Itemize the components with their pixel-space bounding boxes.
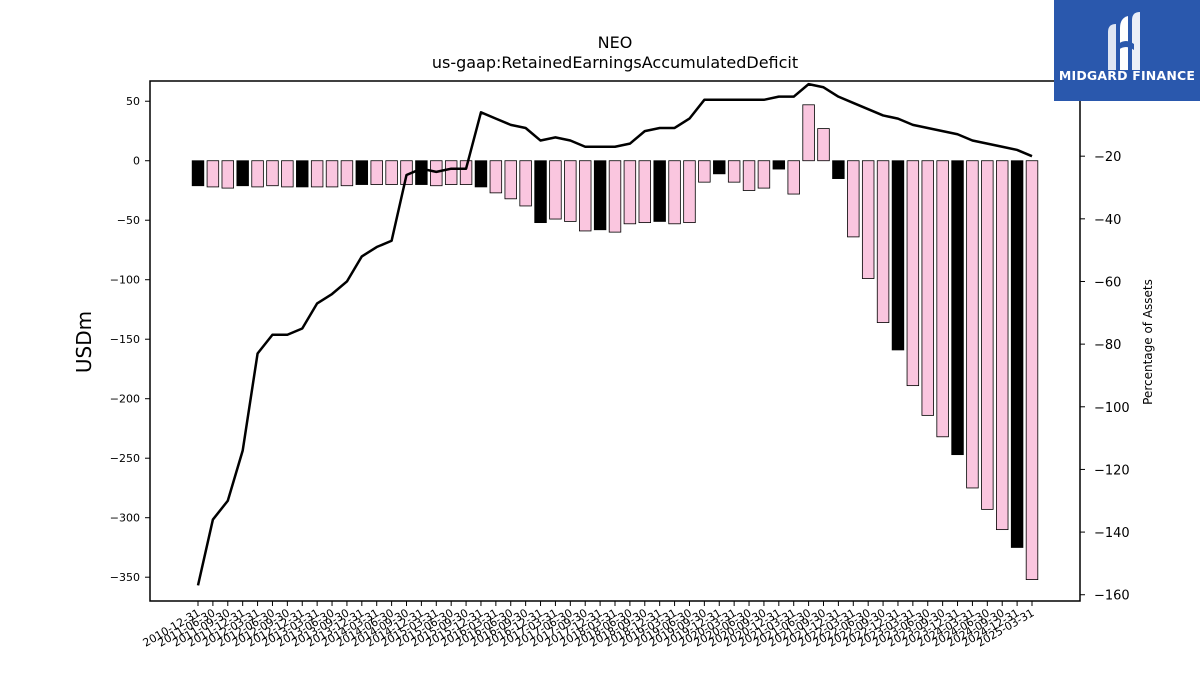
bar xyxy=(817,128,830,162)
bar xyxy=(966,160,979,489)
bar xyxy=(221,160,234,189)
x-axis: 2010-12-312011-06-302011-09-302011-12-31… xyxy=(141,601,1037,650)
bar xyxy=(459,160,473,185)
bar xyxy=(638,160,651,224)
y2-tick-label: −100 xyxy=(1094,401,1130,416)
y-tick-label: −350 xyxy=(110,571,140,584)
bar xyxy=(191,160,205,187)
bar xyxy=(549,160,562,220)
bar-series xyxy=(191,104,1039,580)
y2-tick-label: −160 xyxy=(1094,589,1130,604)
bar xyxy=(355,160,369,185)
plot-frame xyxy=(149,80,1081,602)
bar xyxy=(325,160,339,188)
y2-tick-label: −40 xyxy=(1094,213,1121,228)
bar xyxy=(489,160,503,194)
y-axis-label: USDm xyxy=(72,311,96,373)
bar xyxy=(415,160,428,185)
bar xyxy=(370,160,383,185)
bar xyxy=(251,160,264,188)
y-tick-label: 50 xyxy=(126,95,140,108)
bar xyxy=(504,160,517,200)
chart-subtitle: us-gaap:RetainedEarningsAccumulatedDefic… xyxy=(432,53,798,72)
midgard-logo-icon xyxy=(1108,12,1140,70)
bar xyxy=(623,160,637,225)
y2-axis: 0−20−40−60−80−100−120−140−160 xyxy=(1080,88,1130,604)
bar xyxy=(281,160,294,188)
y-tick-label: −100 xyxy=(110,274,140,287)
bar xyxy=(564,160,577,222)
y2-tick-label: −20 xyxy=(1094,150,1121,165)
chart-title: NEO xyxy=(598,33,633,52)
y-axis: 50 0 −50 −100 −150 −200 −250 −300 −350 xyxy=(110,95,150,584)
bar xyxy=(310,160,324,188)
bar xyxy=(266,160,279,187)
bar xyxy=(951,160,964,456)
line-path xyxy=(196,82,1033,586)
bar xyxy=(683,160,696,224)
bar xyxy=(906,160,920,387)
bar xyxy=(772,160,786,170)
bar xyxy=(787,160,800,195)
bar xyxy=(876,160,890,323)
bar xyxy=(444,160,458,185)
bar xyxy=(996,160,1009,531)
bar xyxy=(474,160,488,188)
y-tick-label: −250 xyxy=(110,452,140,465)
bar xyxy=(593,160,607,231)
bar xyxy=(534,160,547,224)
bar xyxy=(579,160,592,232)
bar xyxy=(653,160,666,222)
bar xyxy=(1025,160,1039,580)
y-tick-label: −300 xyxy=(110,512,140,525)
y2-tick-label: −80 xyxy=(1094,338,1121,353)
bar xyxy=(608,160,622,233)
bar xyxy=(891,160,905,351)
bar xyxy=(847,160,860,238)
bar xyxy=(713,160,726,175)
bar xyxy=(757,160,771,189)
y-tick-label: −50 xyxy=(117,214,140,227)
bar xyxy=(519,160,532,207)
y-tick-label: −200 xyxy=(110,393,140,406)
y-tick-label: 0 xyxy=(133,155,140,168)
bar xyxy=(981,160,994,510)
bar xyxy=(832,160,845,179)
bar xyxy=(698,160,711,183)
bar xyxy=(340,160,354,187)
bar xyxy=(921,160,934,416)
bar xyxy=(936,160,949,438)
y2-tick-label: −140 xyxy=(1094,526,1130,541)
y-tick-label: −150 xyxy=(110,333,140,346)
bar xyxy=(742,160,756,191)
bar xyxy=(802,104,815,162)
bar xyxy=(296,160,309,188)
bar xyxy=(1010,160,1024,548)
line-series xyxy=(196,82,1033,586)
bar xyxy=(430,160,443,187)
bar xyxy=(206,160,220,188)
y2-axis-label: Percentage of Assets xyxy=(1141,279,1155,405)
midgard-finance-logo: MIDGARD FINANCE xyxy=(1054,0,1200,101)
logo-text: MIDGARD FINANCE xyxy=(1058,68,1196,83)
bar xyxy=(861,160,875,279)
bar xyxy=(727,160,741,183)
bar xyxy=(385,160,398,185)
bar xyxy=(668,160,681,225)
y2-tick-label: −60 xyxy=(1094,275,1121,290)
y2-tick-label: −120 xyxy=(1094,463,1130,478)
bar xyxy=(236,160,249,187)
